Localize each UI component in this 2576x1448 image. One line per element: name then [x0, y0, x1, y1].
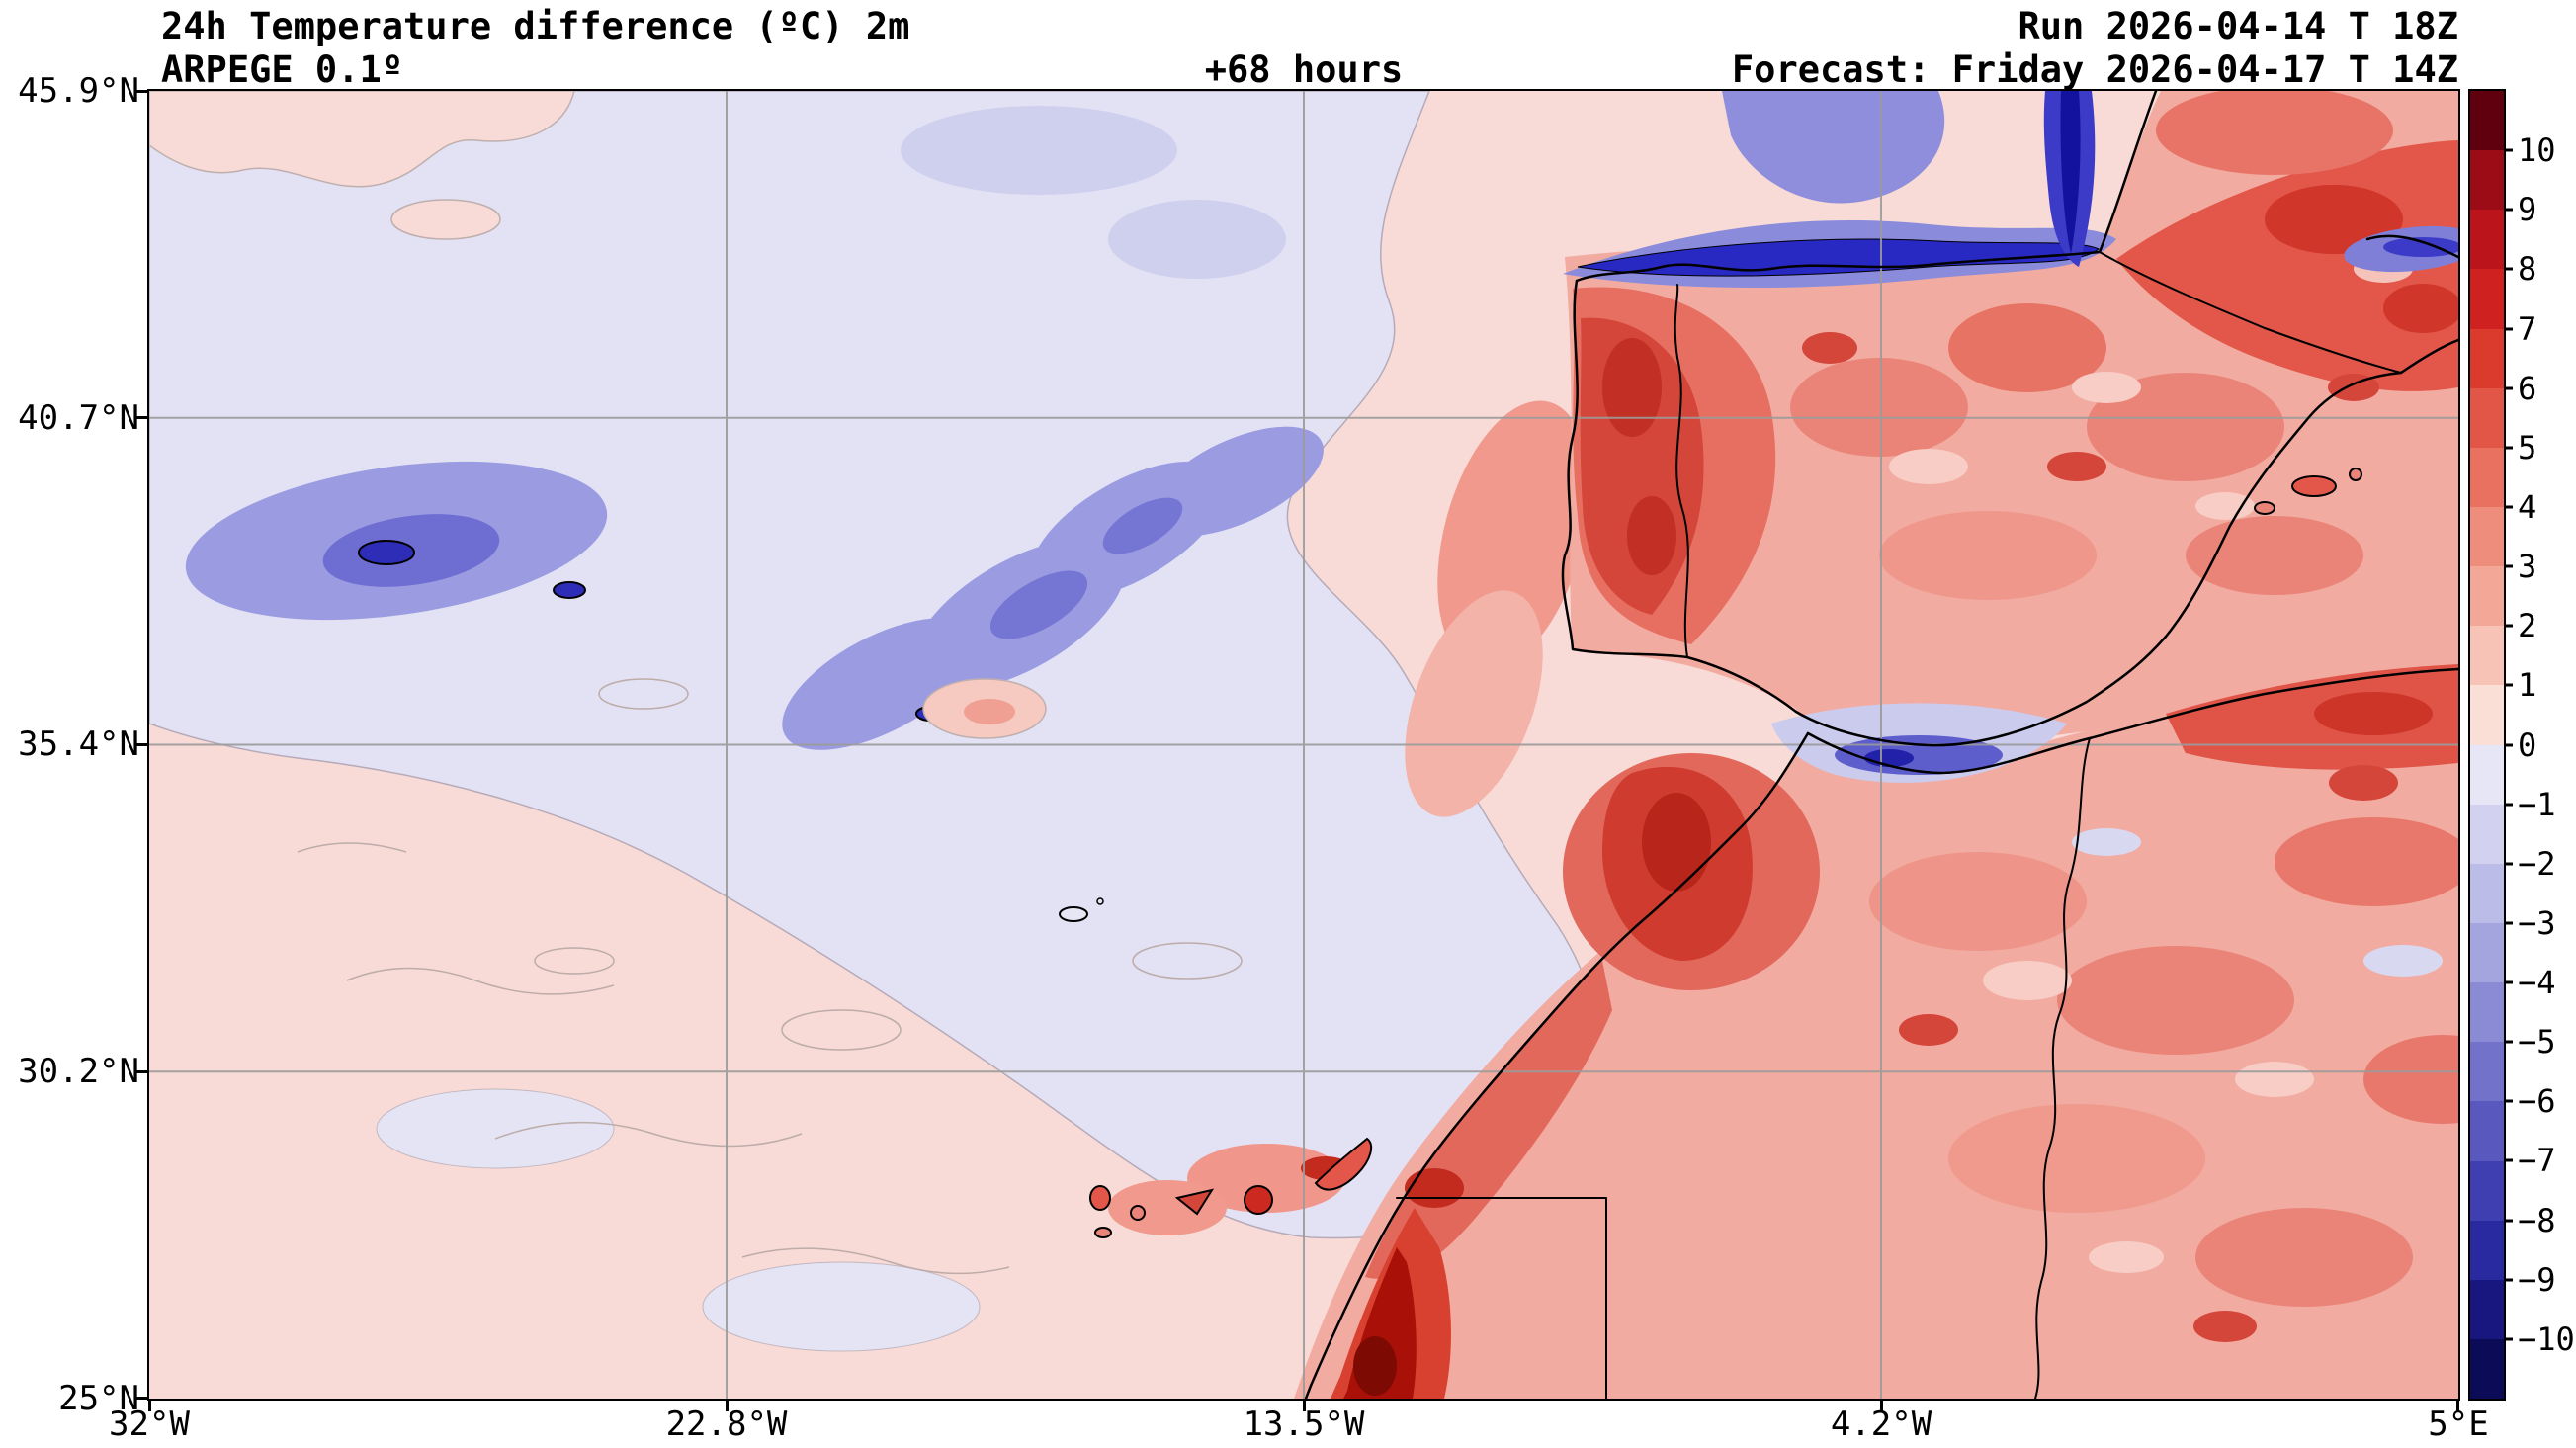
colorbar-tick-label: 9	[2518, 191, 2537, 229]
axis-tick	[1880, 1401, 1883, 1411]
colorbar	[2468, 89, 2506, 1401]
balearic-islands	[2254, 468, 2362, 515]
contour-squiggles	[297, 678, 1243, 1275]
colorbar-tick-label: 1	[2518, 666, 2537, 705]
colorbar-tick-label: −8	[2518, 1201, 2556, 1239]
colorbar-gradient	[2470, 91, 2504, 1400]
axis-tick	[136, 416, 147, 419]
colorbar-tick-label: −9	[2518, 1260, 2556, 1299]
africa-warm-anomalies	[1331, 664, 2458, 1399]
axis-tick	[1303, 1401, 1306, 1411]
axis-tick	[726, 1401, 729, 1411]
colorbar-tick-label: −2	[2518, 844, 2556, 883]
warm-streaks-offshore	[1405, 400, 1589, 817]
cold-anomaly-diagonal-band	[782, 426, 1324, 750]
colorbar-tick-label: 8	[2518, 250, 2537, 289]
canary-islands	[1089, 1137, 1373, 1238]
y-tick-label: 40.7°N	[18, 398, 139, 438]
y-tick-label: 25°N	[58, 1379, 139, 1418]
colorbar-tick-label: −1	[2518, 785, 2556, 823]
colorbar-tick-label: 2	[2518, 607, 2537, 645]
model-label: ARPEGE 0.1º	[161, 48, 404, 91]
colorbar-ticks: 10 9 8 7 6 5 4 3 2 1 0 −1 −2 −3 −4 −5 −6 −7 −8 −9 −10	[2504, 91, 2575, 1399]
y-tick-label: 30.2°N	[18, 1052, 139, 1091]
axis-tick	[136, 743, 147, 746]
africa-warm-field	[1294, 669, 2458, 1399]
colorbar-tick-label: 5	[2518, 428, 2537, 467]
map-plot-area	[147, 89, 2460, 1401]
colorbar-tick-label: 6	[2518, 369, 2537, 407]
map-svg	[149, 91, 2458, 1399]
warm-patches-topleft	[149, 91, 575, 240]
y-tick-label: 45.9°N	[18, 71, 139, 111]
colorbar-tick-label: −10	[2518, 1320, 2575, 1358]
madeira-island	[1059, 897, 1104, 922]
axis-tick	[2456, 1401, 2459, 1411]
coastlines	[1304, 91, 2458, 1399]
axis-tick	[136, 1397, 147, 1400]
colorbar-tick-label: 0	[2518, 725, 2537, 764]
axis-tick	[136, 90, 147, 93]
colorbar-tick-label: 7	[2518, 309, 2537, 348]
lead-time-label: +68 hours	[1204, 48, 1404, 91]
run-label: Run 2026-04-14 T 18Z	[2018, 5, 2458, 47]
forecast-label: Forecast: Friday 2026-04-17 T 14Z	[1731, 48, 2458, 91]
colorbar-tick-label: −6	[2518, 1082, 2556, 1121]
graticule-gridlines	[149, 91, 2458, 1399]
colorbar-tick-label: −5	[2518, 1023, 2556, 1062]
axis-tick	[148, 1401, 151, 1411]
cold-anomaly-west-band	[185, 461, 608, 621]
colorbar-tick-label: −7	[2518, 1142, 2556, 1180]
colorbar-tick-label: 3	[2518, 548, 2537, 586]
iberia-warm-anomalies	[1573, 91, 2458, 644]
page-title: 24h Temperature difference (ºC) 2m	[161, 5, 910, 47]
colorbar-tick-label: −3	[2518, 903, 2556, 942]
y-tick-label: 35.4°N	[18, 724, 139, 764]
colorbar-tick-label: 10	[2518, 131, 2556, 170]
colorbar-tick-label: 4	[2518, 487, 2537, 526]
axis-tick	[136, 1070, 147, 1073]
colorbar-tick-label: −4	[2518, 964, 2556, 1002]
